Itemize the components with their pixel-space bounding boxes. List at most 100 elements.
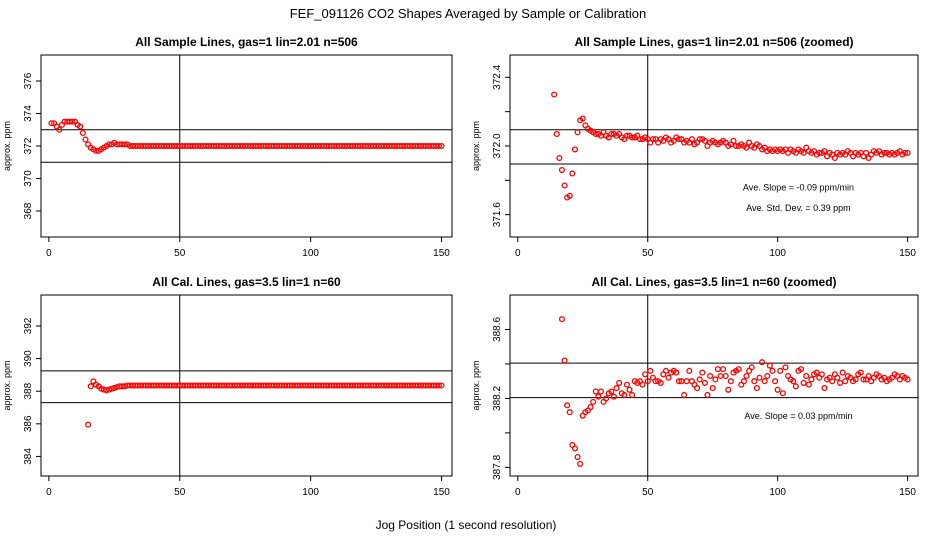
- data-point: [790, 378, 797, 385]
- y-axis-label: approx. ppm: [2, 121, 12, 171]
- data-point: [816, 149, 823, 156]
- data-point: [675, 378, 682, 385]
- data-point: [714, 366, 721, 373]
- data-point: [717, 372, 724, 380]
- data-point: [683, 378, 690, 385]
- data-point: [642, 371, 649, 378]
- data-point: [696, 136, 703, 143]
- y-axis-label: approx. ppm: [471, 121, 481, 171]
- data-point: [707, 372, 714, 380]
- chart-panels: All Sample Lines, gas=1 lin=2.01 n=506 0 5…: [2, 35, 919, 498]
- data-point: [571, 146, 579, 153]
- data-point: [561, 357, 568, 364]
- data-point: [569, 170, 576, 177]
- data-point: [652, 378, 659, 385]
- data-point: [766, 362, 773, 369]
- data-point: [805, 381, 812, 388]
- data-point: [566, 192, 573, 199]
- data-point: [111, 384, 118, 391]
- data-point: [681, 391, 688, 399]
- data-point: [709, 385, 716, 392]
- data-point: [590, 398, 597, 405]
- data-point: [860, 376, 867, 383]
- data-point: [694, 385, 701, 392]
- data-point: [639, 381, 646, 388]
- x-tick-label: 150: [433, 248, 450, 259]
- x-tick-label: 100: [769, 248, 786, 259]
- data-point: [56, 126, 63, 133]
- data-point: [77, 123, 84, 130]
- data-point: [106, 386, 113, 393]
- plot-frame: [509, 54, 919, 238]
- data-point: [623, 132, 630, 139]
- data-point: [821, 385, 828, 392]
- data-point: [665, 374, 672, 381]
- data-point: [121, 141, 128, 148]
- data-point: [626, 386, 633, 393]
- chart-panel-4: All Cal. Lines, gas=3.5 lin=1 n=60 (zoom…: [471, 275, 919, 498]
- data-point: [438, 382, 445, 389]
- data-point: [610, 393, 617, 400]
- data-point: [621, 391, 628, 399]
- x-tick-label: 150: [899, 487, 916, 498]
- y-tick-label: 386: [23, 415, 34, 432]
- data-point: [722, 372, 729, 380]
- panel-title: All Cal. Lines, gas=3.5 lin=1 n=60 (zoom…: [591, 275, 836, 289]
- chart-panel-3: All Cal. Lines, gas=3.5 lin=1 n=60 0 50 100…: [2, 275, 453, 498]
- x-tick-label: 50: [174, 487, 186, 498]
- data-point: [696, 376, 703, 383]
- data-point: [774, 386, 781, 393]
- x-tick-label: 150: [899, 248, 916, 259]
- y-tick-label: 372.0: [492, 133, 503, 158]
- data-point: [852, 376, 859, 383]
- data-point: [761, 378, 768, 385]
- data-point: [435, 142, 442, 150]
- data-point: [735, 366, 742, 373]
- data-point: [808, 376, 815, 383]
- data-point: [69, 118, 76, 125]
- data-point: [748, 364, 755, 371]
- plot-frame: [40, 294, 453, 477]
- data-point: [566, 409, 573, 416]
- data-point: [701, 137, 708, 144]
- data-point: [558, 166, 566, 174]
- data-point: [85, 421, 92, 428]
- panel-title: All Sample Lines, gas=1 lin=2.01 n=506 (…: [574, 35, 853, 49]
- data-point: [577, 460, 584, 467]
- y-axis-label: approx. ppm: [2, 360, 12, 410]
- data-point: [831, 154, 838, 162]
- data-point: [571, 445, 579, 452]
- data-point: [798, 366, 805, 373]
- data-point: [616, 379, 623, 386]
- data-point: [756, 374, 763, 381]
- y-tick-label: 372.4: [492, 64, 503, 89]
- y-tick-label: 384: [23, 448, 34, 465]
- data-point: [608, 130, 615, 138]
- data-point: [592, 388, 599, 395]
- x-tick-label: 50: [642, 248, 654, 259]
- data-point: [558, 316, 566, 323]
- data-point: [834, 374, 841, 381]
- data-point: [435, 382, 442, 389]
- data-point: [636, 136, 643, 143]
- data-point: [106, 141, 113, 148]
- data-point: [904, 376, 911, 383]
- data-point: [574, 453, 581, 461]
- x-tick-label: 0: [46, 248, 52, 259]
- data-point: [792, 383, 799, 390]
- data-point: [865, 372, 872, 380]
- data-point: [595, 393, 602, 400]
- data-point: [82, 136, 89, 143]
- data-point: [649, 136, 656, 143]
- y-tick-label: 392: [23, 317, 34, 334]
- annotation-text: Ave. Std. Dev. = 0.39 ppm: [746, 203, 850, 213]
- data-point: [800, 149, 807, 156]
- y-tick-label: 376: [23, 72, 34, 89]
- annotation-text: Ave. Slope = -0.09 ppm/min: [743, 183, 854, 193]
- data-point: [813, 369, 820, 376]
- data-point: [881, 149, 888, 156]
- y-tick-label: 387.8: [492, 454, 503, 479]
- data-point: [553, 130, 560, 138]
- data-point: [751, 378, 758, 385]
